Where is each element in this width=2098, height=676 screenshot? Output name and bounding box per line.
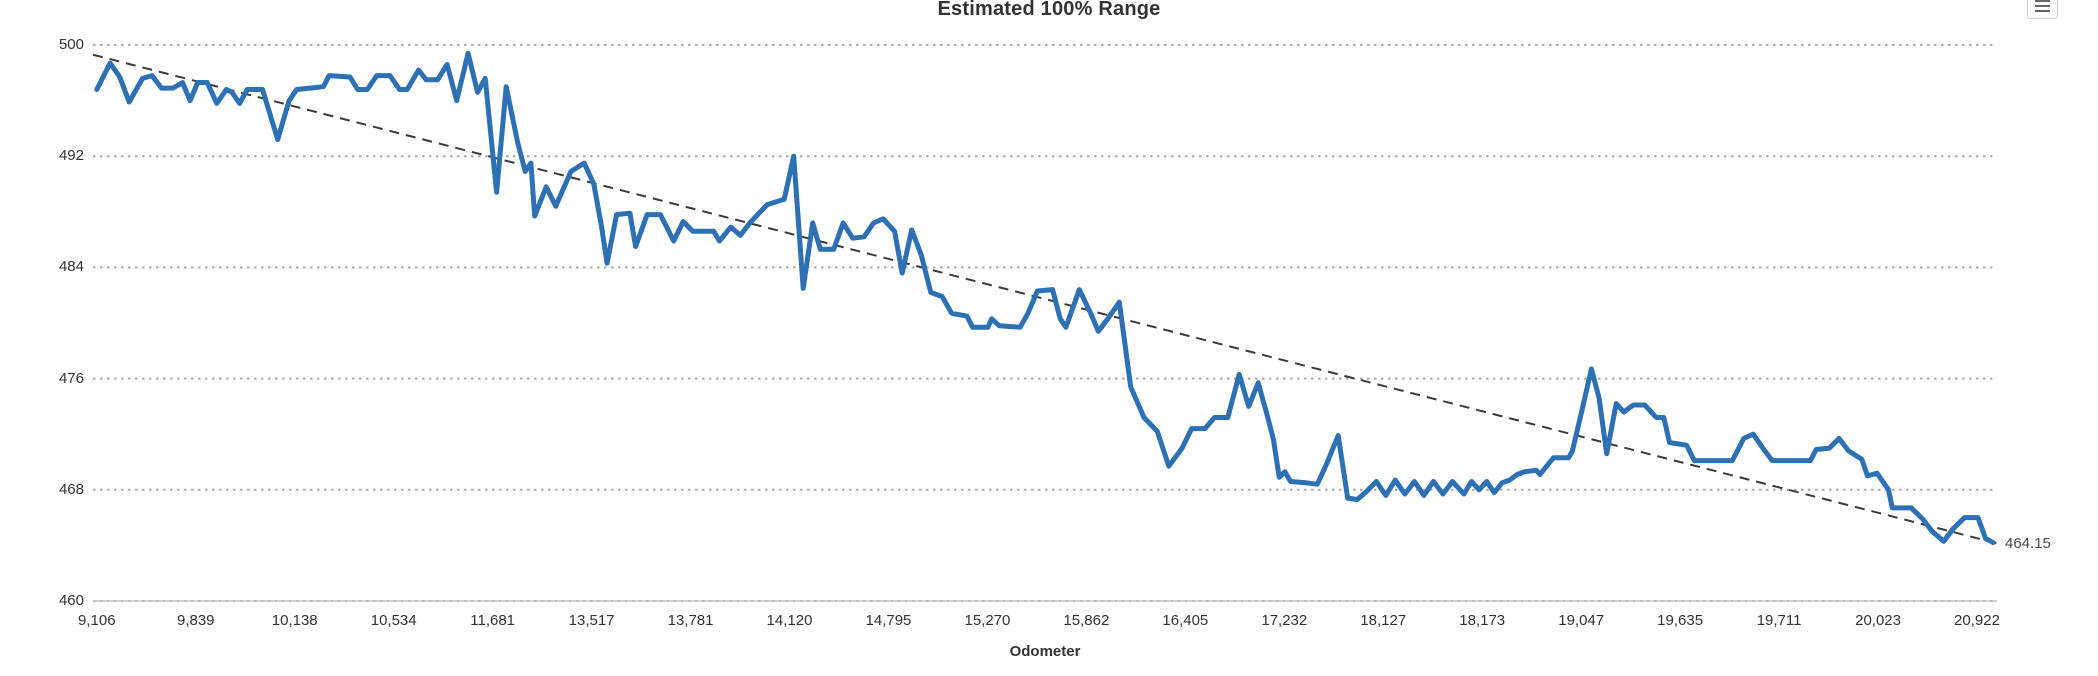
x-axis-tick-label: 17,232 bbox=[1261, 612, 1308, 629]
trend-end-label: 464.15 bbox=[2005, 535, 2051, 552]
x-axis-tick-label: 9,106 bbox=[78, 612, 116, 629]
x-axis-tick-label: 15,862 bbox=[1063, 612, 1110, 629]
export-menu-button[interactable] bbox=[2027, 0, 2058, 19]
y-axis-tick-label: 460 bbox=[58, 592, 84, 609]
x-axis-tick-label: 18,173 bbox=[1459, 612, 1506, 629]
x-axis-tick-label: 19,047 bbox=[1558, 612, 1605, 629]
chart-title: Estimated 100% Range bbox=[937, 0, 1161, 20]
y-axis-tick-label: 500 bbox=[58, 36, 84, 53]
hamburger-menu-icon bbox=[2035, 0, 2050, 2]
series-line[interactable] bbox=[94, 50, 1996, 546]
x-axis-title: Odometer bbox=[1009, 643, 1081, 660]
x-axis-tick-label: 16,405 bbox=[1162, 612, 1209, 629]
x-axis-tick-label: 10,534 bbox=[370, 612, 417, 629]
x-axis-tick-label: 15,270 bbox=[964, 612, 1011, 629]
hamburger-menu-icon bbox=[2035, 10, 2050, 12]
x-axis-tick-label: 14,795 bbox=[865, 612, 912, 629]
trend-line bbox=[92, 53, 1998, 545]
x-axis-tick-label: 19,711 bbox=[1756, 612, 1802, 629]
x-axis-tick-label: 11,681 bbox=[470, 612, 516, 629]
x-axis-tick-label: 20,023 bbox=[1855, 612, 1901, 629]
x-axis-tick-label: 10,138 bbox=[271, 612, 318, 629]
hamburger-menu-icon bbox=[2035, 5, 2050, 7]
y-axis-tick-label: 476 bbox=[58, 369, 84, 387]
x-axis-tick-label: 14,120 bbox=[766, 612, 813, 629]
x-axis-tick-label: 13,517 bbox=[568, 612, 615, 629]
x-axis-tick-label: 20,922 bbox=[1954, 612, 2000, 629]
y-axis-tick-label: 468 bbox=[58, 480, 84, 498]
x-axis-tick-label: 9,839 bbox=[176, 612, 215, 629]
y-axis-tick-label: 484 bbox=[58, 258, 84, 276]
x-axis-tick-label: 18,127 bbox=[1360, 612, 1407, 629]
y-axis-tick-label: 492 bbox=[58, 147, 84, 165]
x-axis-tick-label: 13,781 bbox=[667, 612, 714, 629]
x-axis-tick-label: 19,635 bbox=[1657, 612, 1704, 629]
